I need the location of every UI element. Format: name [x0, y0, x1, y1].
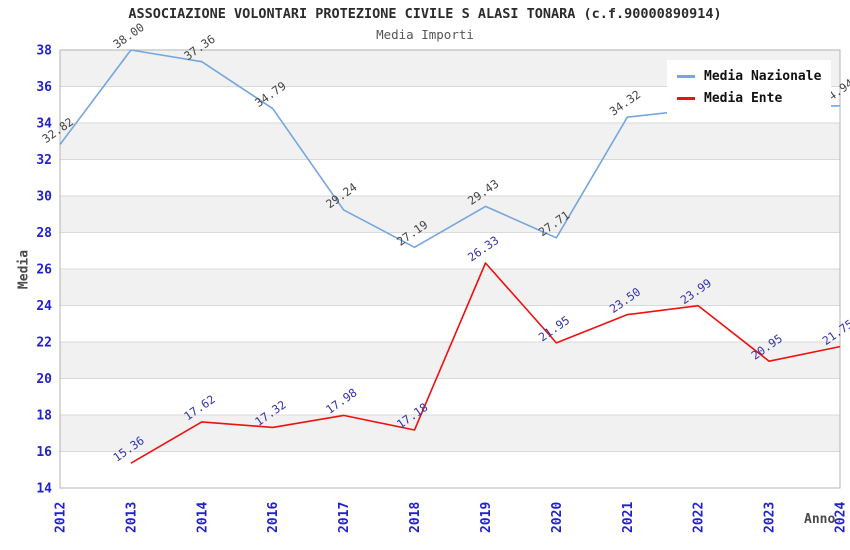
plot-band — [60, 269, 840, 306]
x-axis-title: Anno — [804, 512, 836, 527]
y-tick-label: 20 — [36, 372, 52, 387]
data-label: 38.00 — [110, 20, 146, 51]
x-tick-label: 2019 — [479, 502, 494, 533]
x-tick-label: 2023 — [763, 502, 778, 533]
x-tick-label: 2016 — [266, 502, 281, 533]
y-tick-label: 24 — [36, 299, 52, 314]
legend-item-media-nazionale: Media Nazionale — [677, 65, 821, 87]
plot-band — [60, 415, 840, 452]
legend-swatch-media-ente-icon — [677, 96, 695, 100]
plot-band — [60, 123, 840, 160]
legend-label-media-nazionale: Media Nazionale — [704, 68, 822, 84]
x-tick-label: 2021 — [621, 502, 636, 533]
y-tick-label: 30 — [36, 190, 52, 205]
y-tick-label: 18 — [36, 409, 52, 424]
x-tick-label: 2018 — [408, 502, 423, 533]
y-tick-label: 22 — [36, 336, 52, 351]
y-tick-label: 28 — [36, 226, 52, 241]
legend-item-media-ente: Media Ente — [677, 87, 821, 109]
data-label: 34.32 — [607, 87, 643, 118]
y-tick-label: 16 — [36, 445, 52, 460]
x-tick-label: 2013 — [124, 502, 139, 533]
y-tick-label: 14 — [36, 482, 52, 497]
data-label: 26.33 — [465, 233, 501, 264]
x-tick-label: 2017 — [337, 502, 352, 533]
legend-label-media-ente: Media Ente — [704, 90, 783, 106]
chart-title: ASSOCIAZIONE VOLONTARI PROTEZIONE CIVILE… — [128, 6, 722, 22]
legend: Media Nazionale Media Ente — [667, 60, 832, 116]
y-tick-label: 32 — [36, 153, 52, 168]
plot-border — [59, 49, 841, 489]
y-tick-label: 26 — [36, 263, 52, 278]
legend-swatch-media-nazionale-icon — [677, 74, 695, 78]
series-line-media-ente — [130, 262, 841, 464]
x-tick-label: 2022 — [692, 502, 707, 533]
x-tick-label: 2024 — [834, 502, 849, 533]
x-tick-label: 2012 — [54, 502, 69, 533]
y-tick-label: 34 — [36, 117, 52, 132]
y-tick-label: 38 — [36, 44, 52, 59]
chart-subtitle: Media Importi — [376, 27, 474, 42]
x-tick-label: 2020 — [550, 502, 565, 533]
data-label: 17.98 — [323, 385, 359, 416]
x-tick-label: 2014 — [195, 502, 210, 533]
y-tick-label: 36 — [36, 80, 52, 95]
